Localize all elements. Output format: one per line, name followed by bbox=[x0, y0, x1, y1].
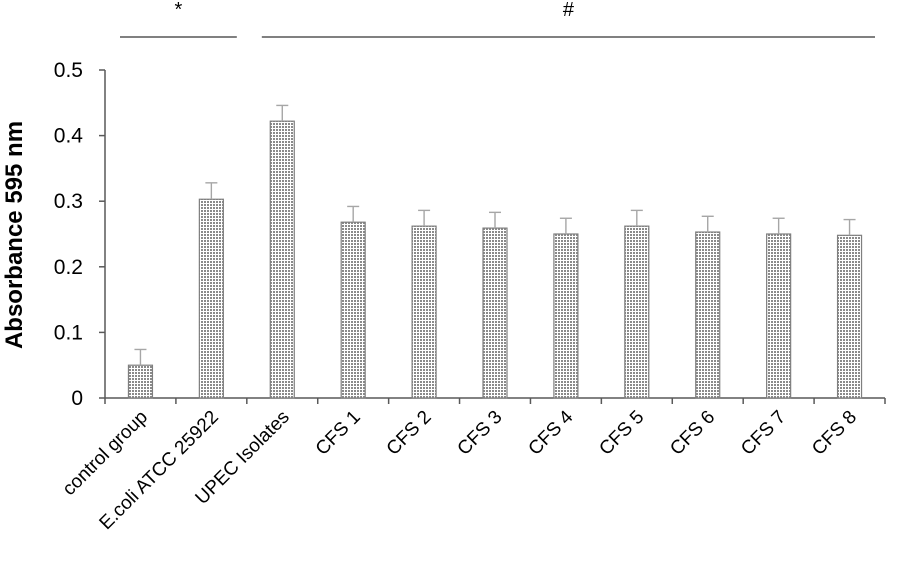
x-category-label: CFS 6 bbox=[666, 407, 719, 460]
x-category-label: CFS 1 bbox=[312, 407, 365, 460]
x-category-label: E.coli ATCC 25922 bbox=[96, 407, 223, 534]
x-category-label: CFS 4 bbox=[525, 406, 578, 459]
x-category-label: CFS 3 bbox=[454, 407, 507, 460]
bar bbox=[411, 225, 437, 399]
bar bbox=[695, 231, 721, 399]
bar bbox=[482, 227, 508, 399]
significance-markers: * # bbox=[120, 0, 875, 38]
bars bbox=[127, 104, 863, 399]
significance-symbol: # bbox=[563, 0, 575, 21]
y-axis-label: Absorbance 595 nm bbox=[1, 121, 28, 349]
x-category-label: CFS 2 bbox=[383, 407, 436, 460]
bar bbox=[198, 198, 224, 399]
bar bbox=[553, 233, 579, 399]
bar bbox=[269, 120, 295, 399]
y-tick-label: 0.1 bbox=[54, 321, 83, 344]
y-tick-label: 0.2 bbox=[54, 256, 83, 279]
x-category-label: CFS 7 bbox=[737, 407, 790, 460]
y-tick-label: 0.4 bbox=[54, 125, 84, 148]
x-category-label: CFS 5 bbox=[595, 407, 648, 460]
y-tick-label: 0 bbox=[71, 387, 83, 410]
bar bbox=[766, 233, 792, 399]
y-tick-label: 0.5 bbox=[54, 59, 83, 82]
y-tick-labels: 0 0.1 0.2 0.3 0.4 0.5 bbox=[54, 59, 84, 410]
bar bbox=[127, 364, 154, 399]
bar bbox=[624, 225, 650, 399]
x-category-label: CFS 8 bbox=[808, 407, 861, 460]
bar bbox=[836, 234, 863, 399]
bar bbox=[340, 221, 366, 399]
y-tick-label: 0.3 bbox=[54, 190, 83, 213]
significance-symbol: * bbox=[175, 0, 183, 21]
